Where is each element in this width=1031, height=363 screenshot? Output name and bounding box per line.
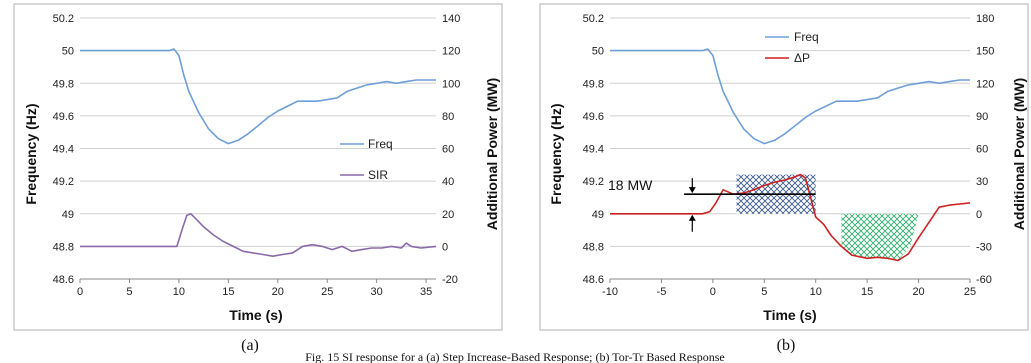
x-tick-label: 0 — [710, 286, 716, 298]
y2-tick-label: 150 — [976, 46, 994, 58]
x-tick-label: 15 — [222, 286, 234, 298]
y-tick-label: 49.2 — [583, 176, 604, 188]
y-tick-label: 49 — [592, 209, 604, 221]
y-tick-label: 50 — [592, 46, 604, 58]
y2-axis-label: Additional Power (MW) — [484, 78, 500, 230]
y-tick-label: 49.6 — [53, 111, 74, 123]
y-tick-label: 50.2 — [583, 13, 604, 25]
y2-tick-label: 180 — [976, 13, 994, 25]
y-tick-label: 49.2 — [53, 176, 74, 188]
y2-tick-label: 120 — [442, 46, 460, 58]
x-tick-label: 5 — [761, 286, 767, 298]
legend-label-freq: Freq — [794, 30, 819, 44]
x-tick-labels: -10 -5 0 5 10 15 20 25 — [602, 286, 976, 298]
y2-tick-label: 140 — [442, 13, 460, 25]
series-line-sir — [80, 213, 437, 258]
panel-label-a: (a) — [241, 337, 259, 354]
y-tick-label: 49.4 — [53, 144, 74, 156]
y2-tick-label: 90 — [976, 111, 988, 123]
y2-tick-label: 60 — [976, 144, 988, 156]
series-lines — [80, 48, 437, 258]
y2-tick-label: -30 — [976, 241, 992, 253]
y-axis-label: Frequency (Hz) — [548, 103, 564, 204]
x-tick-label: 20 — [912, 286, 924, 298]
y-tick-label: 49.8 — [53, 78, 74, 90]
x-tick-label: -5 — [657, 286, 667, 298]
y2-tick-label: -60 — [976, 274, 992, 286]
annotation-18mw: 18 MW — [608, 177, 653, 193]
y2-tick-label: 100 — [442, 78, 460, 90]
y2-tick-label: 0 — [976, 209, 982, 221]
x-tick-label: 5 — [126, 286, 132, 298]
y-axis-label: Frequency (Hz) — [23, 103, 39, 204]
y2-tick-label: 60 — [442, 144, 454, 156]
y2-tick-label: 120 — [976, 78, 994, 90]
y-tick-labels: 50.2 50 49.8 49.6 49.4 49.2 49 48.8 48.6 — [583, 13, 604, 286]
arrow-down-head — [688, 187, 696, 194]
y2-tick-label: 30 — [976, 176, 988, 188]
chart-frame — [13, 3, 503, 331]
y-tick-label: 48.8 — [53, 241, 74, 253]
y2-tick-labels: 180 150 120 90 60 30 0 -30 -60 — [976, 13, 994, 286]
y-tick-label: 49.6 — [583, 111, 604, 123]
x-tick-label: 10 — [173, 286, 185, 298]
y2-tick-label: 80 — [442, 111, 454, 123]
y-tick-label: 48.8 — [583, 241, 604, 253]
y2-axis-label: Additional Power (MW) — [1011, 78, 1027, 230]
arrow-up-head — [688, 214, 696, 221]
legend: Freq SIR — [340, 137, 393, 182]
y2-tick-label: 40 — [442, 176, 454, 188]
delta-annotation — [684, 178, 816, 232]
y-tick-label: 50.2 — [53, 13, 74, 25]
x-axis-label: Time (s) — [763, 307, 816, 323]
y2-tick-label: -20 — [442, 274, 458, 286]
y-tick-labels: 50.2 50 49.8 49.6 49.4 49.2 49 48.8 48.6 — [53, 13, 74, 286]
y2-tick-label: 20 — [442, 209, 454, 221]
y-tick-label: 49.8 — [583, 78, 604, 90]
legend-label-dp: ΔP — [794, 51, 810, 65]
x-tick-label: 20 — [272, 286, 284, 298]
y2-tick-labels: 140 120 100 80 60 40 20 0 -20 — [442, 13, 460, 286]
series-line-freq — [610, 48, 970, 145]
x-tick-label: 35 — [420, 286, 432, 298]
x-tick-label: 15 — [861, 286, 873, 298]
panel-label-b: (b) — [777, 337, 796, 354]
x-tick-labels: 0 5 10 15 20 25 30 35 — [77, 286, 432, 298]
x-tick-label: 0 — [77, 286, 83, 298]
hatch-region-negative — [841, 213, 919, 261]
chart-frame — [539, 3, 1029, 331]
legend: Freq ΔP — [765, 30, 819, 65]
y-tick-label: 48.6 — [583, 274, 604, 286]
series-line-freq — [80, 48, 436, 145]
figure-caption: Fig. 15 SI response for a (a) Step Incre… — [305, 350, 725, 363]
x-tick-label: 30 — [371, 286, 383, 298]
x-tick-label: 25 — [321, 286, 333, 298]
x-tick-label: 10 — [810, 286, 822, 298]
legend-label-freq: Freq — [368, 137, 393, 151]
x-tick-label: 25 — [964, 286, 976, 298]
x-tick-label: -10 — [602, 286, 618, 298]
y2-tick-label: 0 — [442, 241, 448, 253]
x-axis-label: Time (s) — [229, 307, 282, 323]
y-tick-label: 49.4 — [583, 144, 604, 156]
y-tick-label: 48.6 — [53, 274, 74, 286]
legend-label-sir: SIR — [368, 168, 388, 182]
y-tick-label: 49 — [62, 209, 74, 221]
y-tick-label: 50 — [62, 46, 74, 58]
